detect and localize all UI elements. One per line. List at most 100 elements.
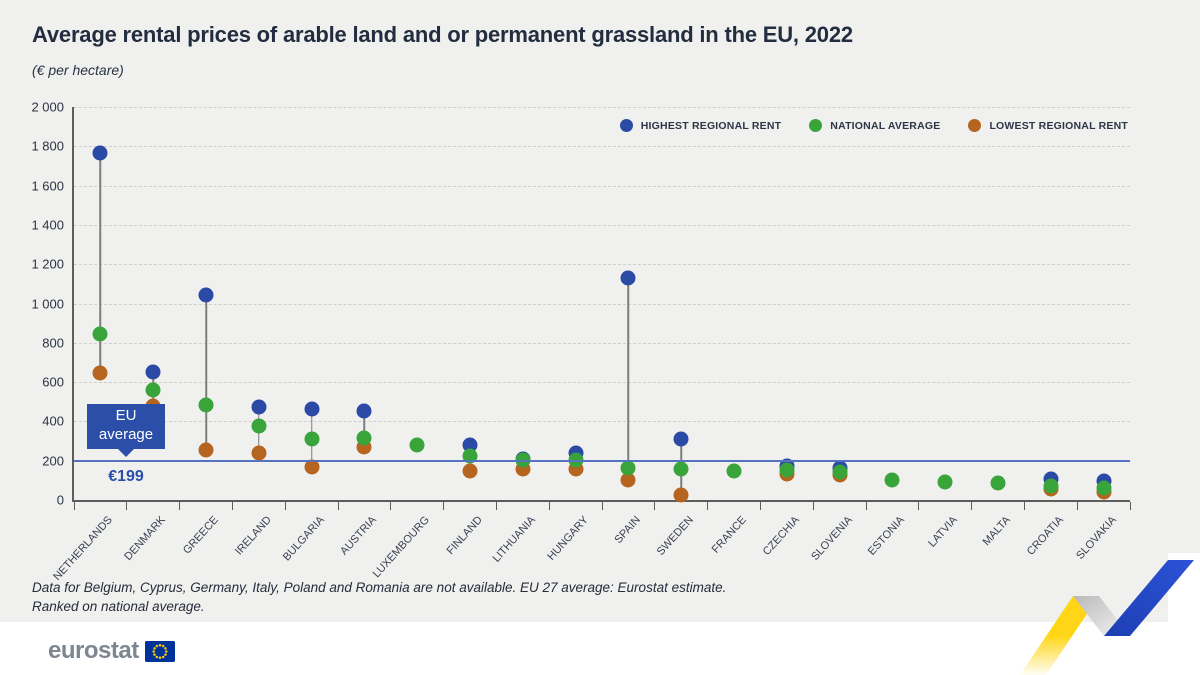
x-axis-tick [759,502,761,510]
data-point [304,431,320,447]
data-point [356,403,372,419]
legend-label: NATIONAL AVERAGE [830,119,941,132]
data-point [251,445,267,461]
gridline [74,382,1130,384]
x-axis-tick [918,502,920,510]
x-axis-tick [1076,502,1078,510]
x-axis-tick [179,502,181,510]
x-axis-tick [495,502,497,510]
y-axis-tick-label: 0 [56,492,64,508]
eurostat-wordmark: eurostat [48,637,139,664]
legend-item-average: NATIONAL AVERAGE [809,119,940,132]
x-axis-tick [443,502,445,510]
data-point [779,462,795,478]
data-point [673,461,689,477]
data-point [304,401,320,417]
legend-item-highest: HIGHEST REGIONAL RENT [619,119,782,132]
eurostat-logo: eurostat [48,639,175,663]
data-point [462,463,478,479]
footnote-line-1: Data for Belgium, Cyprus, Germany, Italy… [32,580,727,595]
eu-average-value: €199 [108,467,144,485]
x-axis-tick [337,502,339,510]
data-point [832,464,848,480]
data-point [515,452,531,468]
eu-flag-icon [144,640,175,662]
x-axis-tick [126,502,128,510]
x-axis-tick [971,502,973,510]
data-point [620,460,636,476]
x-axis-tick [654,502,656,510]
x-axis-tick [231,502,233,510]
data-point [251,418,267,434]
x-axis-tick [865,502,867,510]
y-axis-tick-label: 1 600 [31,178,64,194]
lowest-rent-dot-icon [968,119,982,132]
footer-bar: eurostat [0,622,1200,675]
data-point [251,399,267,415]
x-axis-tick [1129,502,1131,510]
page-subtitle: (€ per hectare) [32,62,124,78]
y-axis-tick-label: 400 [42,413,64,429]
legend: HIGHEST REGIONAL RENT NATIONAL AVERAGE L… [619,119,1128,132]
data-point [990,475,1006,491]
eu-average-callout-line1: EU [115,406,137,424]
highest-rent-dot-icon [619,119,633,132]
y-axis-tick-label: 1 000 [31,296,64,311]
data-point [726,463,742,479]
national-average-dot-icon [809,119,823,132]
x-axis-tick [812,502,814,510]
data-point [92,326,108,342]
x-axis-tick [601,502,603,510]
x-axis-tick [548,502,550,510]
legend-label: HIGHEST REGIONAL RENT [640,119,782,132]
data-point [1096,480,1112,496]
gridline [74,421,1130,423]
gridline [74,342,1130,344]
data-point [462,448,478,464]
trend-ribbon-graphic [1020,553,1200,675]
y-axis-tick-label: 1 400 [31,217,64,233]
gridline [74,185,1130,187]
gridline [74,264,1130,266]
y-axis-tick-label: 800 [42,335,64,351]
data-point [198,442,214,458]
y-axis-tick-label: 1 200 [31,256,64,272]
y-axis-tick-label: 600 [42,374,64,390]
x-axis-tick [1023,502,1025,510]
y-axis-tick-label: 1 800 [31,138,64,154]
data-point [568,452,584,468]
data-point [92,365,108,381]
data-point [198,287,214,303]
eu-average-line [74,459,1130,463]
data-point [356,430,372,446]
range-line [99,153,102,374]
data-point [145,382,161,398]
x-axis-tick [707,502,709,510]
gridline [74,224,1130,226]
gridline [74,146,1130,148]
data-point [304,459,320,475]
range-line [205,294,207,450]
data-point [884,472,900,488]
legend-label: LOWEST REGIONAL RENT [989,119,1128,132]
x-axis-tick [390,502,392,510]
data-point [1043,478,1059,494]
eu-average-callout: EU average [87,403,165,449]
gridline [74,303,1130,305]
page-title: Average rental prices of arable land and… [32,22,853,47]
x-axis-tick [284,502,286,510]
gridline [74,107,1130,108]
data-point [145,364,161,380]
y-axis-tick-label: 200 [42,453,64,469]
data-point [937,474,953,490]
data-point [92,145,108,161]
data-point [198,397,214,413]
range-line [627,277,630,481]
legend-item-lowest: LOWEST REGIONAL RENT [968,119,1128,132]
eu-average-callout-line2: average [98,426,154,444]
y-axis-tick-label: 2 000 [31,99,64,115]
data-point [673,431,689,447]
x-axis-tick [73,502,75,510]
data-point [409,437,425,453]
data-point [673,487,689,503]
